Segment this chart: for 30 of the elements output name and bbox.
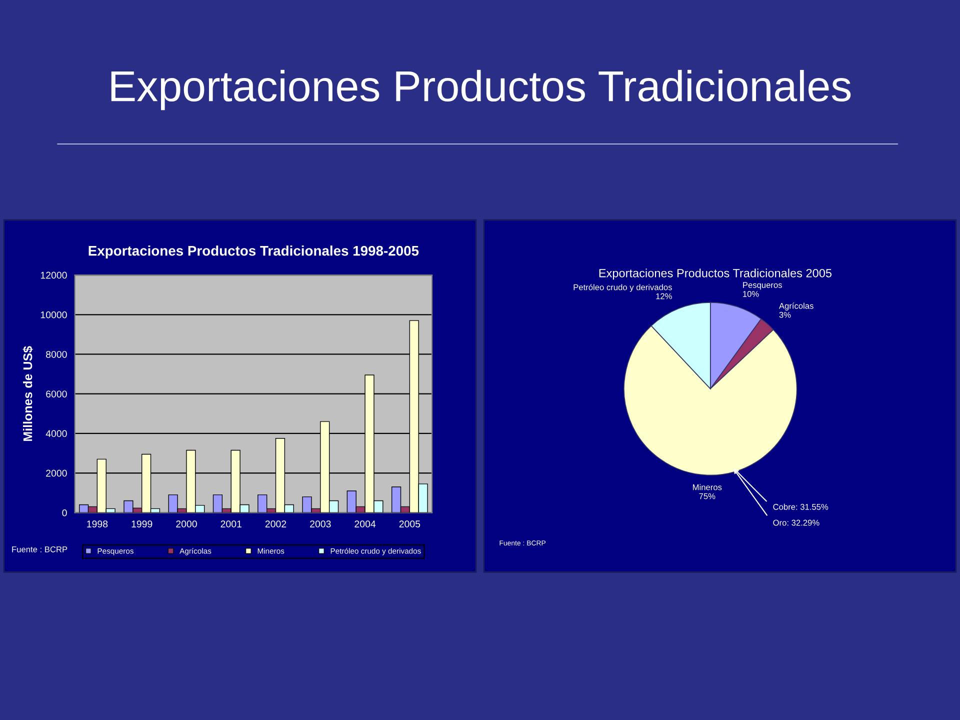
x-tick-label: 1999 — [132, 520, 152, 528]
y-tick-label: 0 — [62, 509, 67, 516]
x-tick-label: 2004 — [354, 520, 376, 528]
slice-label: Mineros — [693, 484, 722, 490]
x-tick-label: 2000 — [176, 520, 197, 528]
source-note: Fuente : BCRP — [12, 546, 68, 552]
data-label: 3% — [779, 312, 791, 318]
slice-label: Petróleo crudo y derivados — [574, 284, 672, 292]
slice-label: Agrícolas — [778, 302, 814, 310]
x-tick-label: 2005 — [399, 520, 420, 528]
text: Oro: 32.29% — [773, 520, 820, 526]
y-tick-label: 12000 — [40, 272, 67, 279]
x-tick-label: 2001 — [220, 520, 242, 528]
chart-title: Exportaciones Productos Tradicionales 2005 — [599, 268, 832, 280]
y-tick-label: 10000 — [40, 311, 67, 318]
text: Cobre: 31.55% — [773, 504, 828, 510]
chart-title: Exportaciones Productos Tradicionales 1998-2005 — [88, 246, 419, 258]
data-label: 12% — [656, 293, 672, 300]
x-tick-label: 1998 — [87, 520, 108, 528]
x-tick-label: 2002 — [265, 520, 286, 528]
y-tick-label: 4000 — [46, 430, 67, 438]
data-label: 10% — [743, 291, 759, 297]
x-tick-label: 2003 — [310, 520, 331, 528]
data-label: 75% — [699, 493, 716, 500]
y-tick-label: 8000 — [46, 350, 67, 358]
y-tick-label: 2000 — [46, 470, 67, 477]
text: Exportaciones Productos Tradicionales — [111, 70, 851, 110]
y-tick-label: 6000 — [46, 390, 67, 398]
y-axis-title: Millones de US$ — [22, 346, 33, 441]
slice-label: Pesqueros — [743, 282, 782, 290]
